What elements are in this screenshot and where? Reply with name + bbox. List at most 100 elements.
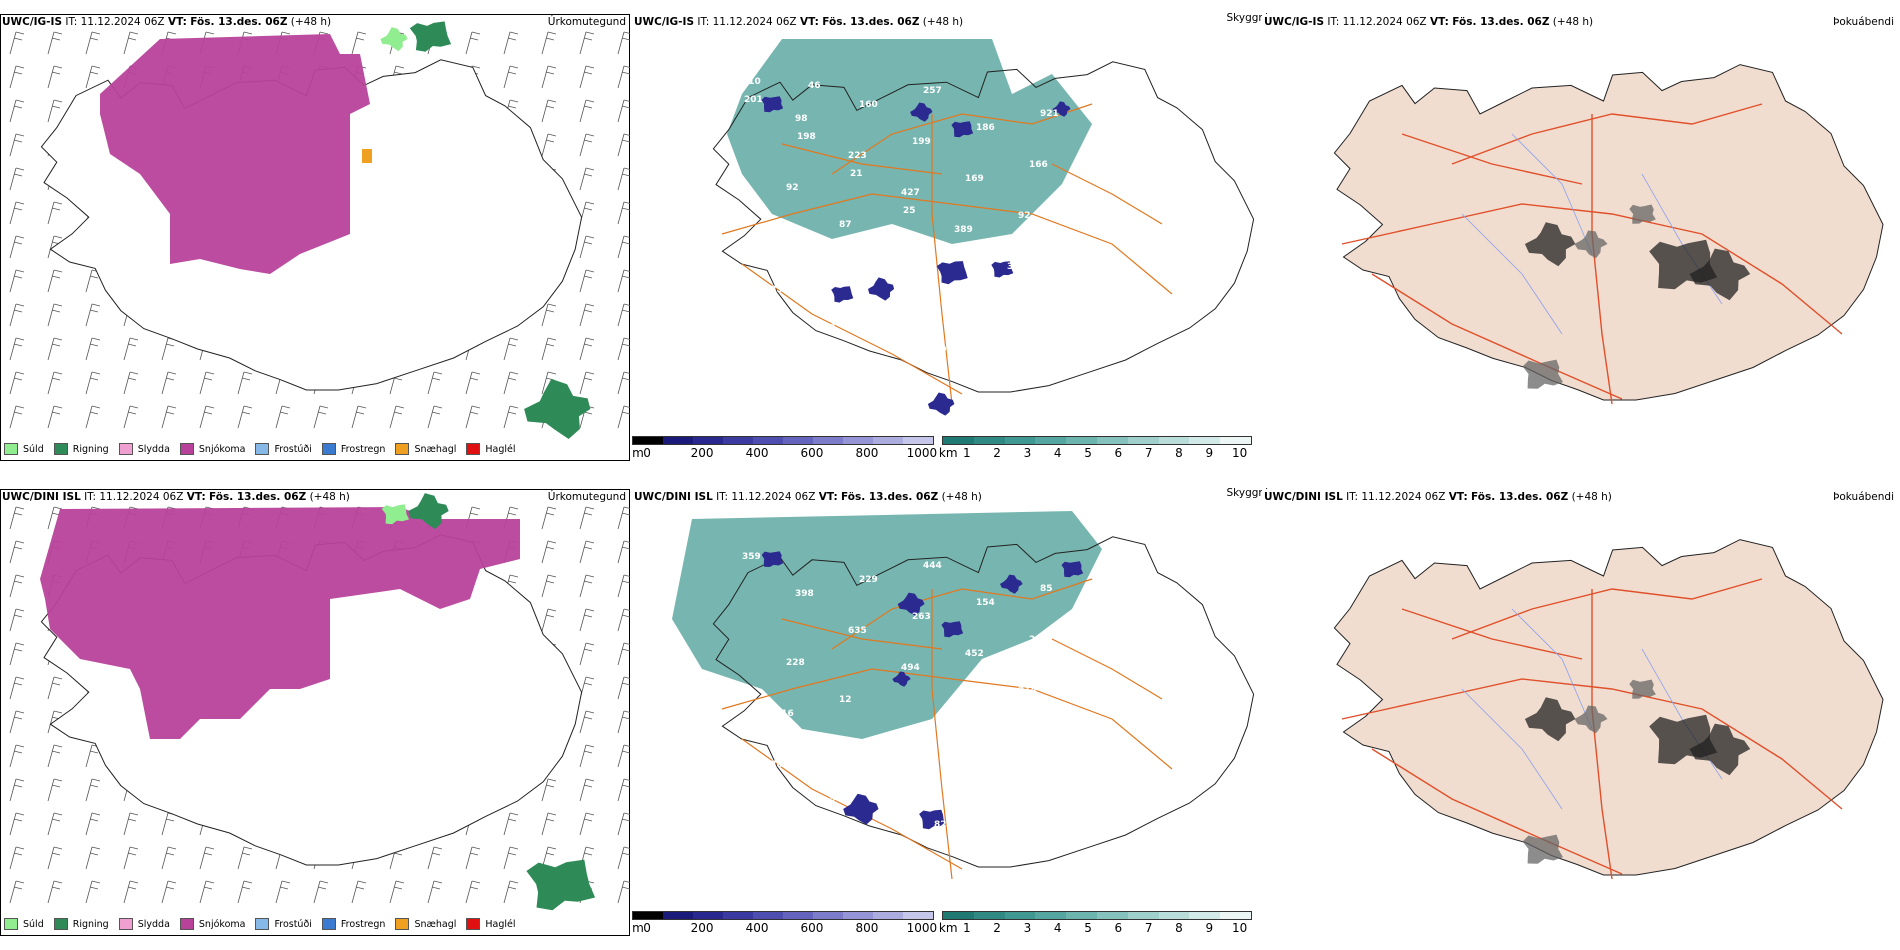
low-ceiling-area	[991, 261, 1014, 278]
ceiling-value-label: 74	[892, 257, 905, 267]
wind-barb	[85, 371, 101, 395]
ceiling-ticks: m 0 200 400 600 800 1000	[632, 920, 937, 936]
wind-barb	[47, 65, 63, 89]
scale-tick: 6	[1114, 446, 1123, 460]
ceiling-value-label: 21	[850, 169, 863, 179]
low-ceiling-area	[936, 261, 968, 285]
wind-barb	[579, 201, 595, 225]
wind-barb	[47, 812, 63, 836]
wind-barb	[47, 31, 63, 55]
legend-label: Rigning	[72, 443, 109, 455]
model-name: UWC/IG-IS	[634, 16, 695, 28]
snow-pellet-area	[362, 149, 372, 163]
wind-barb	[427, 405, 443, 429]
wind-barb	[579, 303, 595, 327]
wind-barb	[123, 31, 139, 55]
vt-value: Fös. 13.des. 06Z	[822, 16, 920, 28]
colorbar-segment	[693, 437, 723, 444]
ceiling-value-label: 451	[954, 700, 973, 710]
snow-area	[100, 34, 370, 274]
colorbar-segment	[973, 437, 1005, 444]
colorbar-segment	[943, 912, 974, 919]
low-ceiling-area	[1052, 101, 1071, 117]
ceiling-value-label: 74	[987, 857, 1000, 867]
rain-area	[409, 21, 452, 52]
wind-barb	[541, 778, 557, 802]
wind-barb	[9, 337, 25, 361]
ceiling-value-label: 208	[1082, 197, 1101, 207]
scale-tick: 0	[643, 446, 651, 460]
wind-barb	[47, 337, 63, 361]
low-ceiling-area	[843, 793, 879, 825]
it-label: IT:	[716, 491, 729, 503]
scale-tick: 4	[1053, 921, 1062, 935]
wind-barb	[541, 303, 557, 327]
precip-map	[9, 493, 630, 911]
lead-time: (+48 h)	[922, 16, 964, 28]
scale-tick: 1000	[906, 921, 938, 935]
lead-time: (+48 h)	[1571, 491, 1612, 503]
legend-label: Haglél	[485, 443, 516, 455]
scale-unit: km	[938, 446, 958, 460]
wind-barb	[579, 540, 595, 564]
wind-barb	[503, 371, 519, 395]
wind-barb	[199, 846, 215, 870]
wind-barb	[541, 574, 557, 598]
colorbar-segment	[663, 437, 693, 444]
vt-label: VT:	[1448, 491, 1468, 503]
legend-label: Rigning	[72, 918, 109, 930]
visibility-ticks: km 1 2 3 4 5 6 7 8 9 10	[938, 920, 1252, 936]
wind-barb	[9, 405, 25, 429]
legend-swatch	[179, 443, 194, 455]
wind-barb	[9, 642, 25, 666]
vis-type-title: Skyggni	[1226, 487, 1269, 499]
wind-barb	[579, 235, 595, 259]
colorbar-segment	[1220, 912, 1251, 919]
legend-swatch	[255, 443, 270, 455]
ceiling-value-label: 135	[764, 285, 783, 295]
colorbar-segment	[1189, 912, 1221, 919]
ceiling-value-label: 273	[881, 308, 900, 318]
wind-barb	[237, 846, 253, 870]
legend-item: Haglél	[466, 443, 516, 455]
ceiling-value-label: 124	[817, 322, 836, 332]
scale-unit: km	[938, 921, 958, 935]
fog-type-title: Þokuábendi	[1833, 16, 1894, 28]
wind-barb	[579, 744, 595, 768]
precip-type-title: Úrkomutegund	[547, 491, 626, 503]
legend-swatch	[321, 918, 336, 930]
scale-tick: 9	[1205, 921, 1214, 935]
rain-area	[408, 493, 449, 530]
ceiling-value-label: 168	[987, 382, 1006, 392]
wind-barb	[579, 642, 595, 666]
wind-barb	[579, 31, 595, 55]
colorbar-segment	[843, 437, 873, 444]
wind-barb	[503, 405, 519, 429]
colorbar-segment	[1035, 437, 1067, 444]
colorbar-segment	[903, 912, 933, 919]
wind-barb	[617, 642, 630, 666]
colorbar-segment	[1189, 437, 1221, 444]
wind-barb	[47, 744, 63, 768]
legend-label: Slydda	[137, 443, 170, 455]
scale-tick: 7	[1144, 446, 1153, 460]
precip-legend: Súld Rigning Slydda Snjókoma Frostúði Frostre…	[4, 443, 516, 455]
ceiling-value-label: 91	[956, 243, 969, 253]
wind-barb	[579, 574, 595, 598]
wind-barb	[617, 167, 630, 191]
wind-barb	[9, 65, 25, 89]
legend-item: Rigning	[53, 918, 109, 930]
ceiling-value-label: 284	[1060, 774, 1079, 784]
scale-tick: 10	[1231, 446, 1248, 460]
wind-barb	[541, 506, 557, 530]
low-visibility-area	[727, 39, 1092, 244]
road-network	[1341, 103, 1843, 405]
lead-time: (+48 h)	[309, 491, 350, 503]
legend-label: Slydda	[137, 918, 170, 930]
fog-indicator-area	[1574, 705, 1608, 734]
wind-barb	[503, 846, 519, 870]
wind-barb	[47, 405, 63, 429]
ceiling-value-label: 335	[1007, 737, 1026, 747]
ceiling-value-label: 398	[795, 589, 814, 599]
model-name: UWC/DINI ISL	[634, 491, 713, 503]
